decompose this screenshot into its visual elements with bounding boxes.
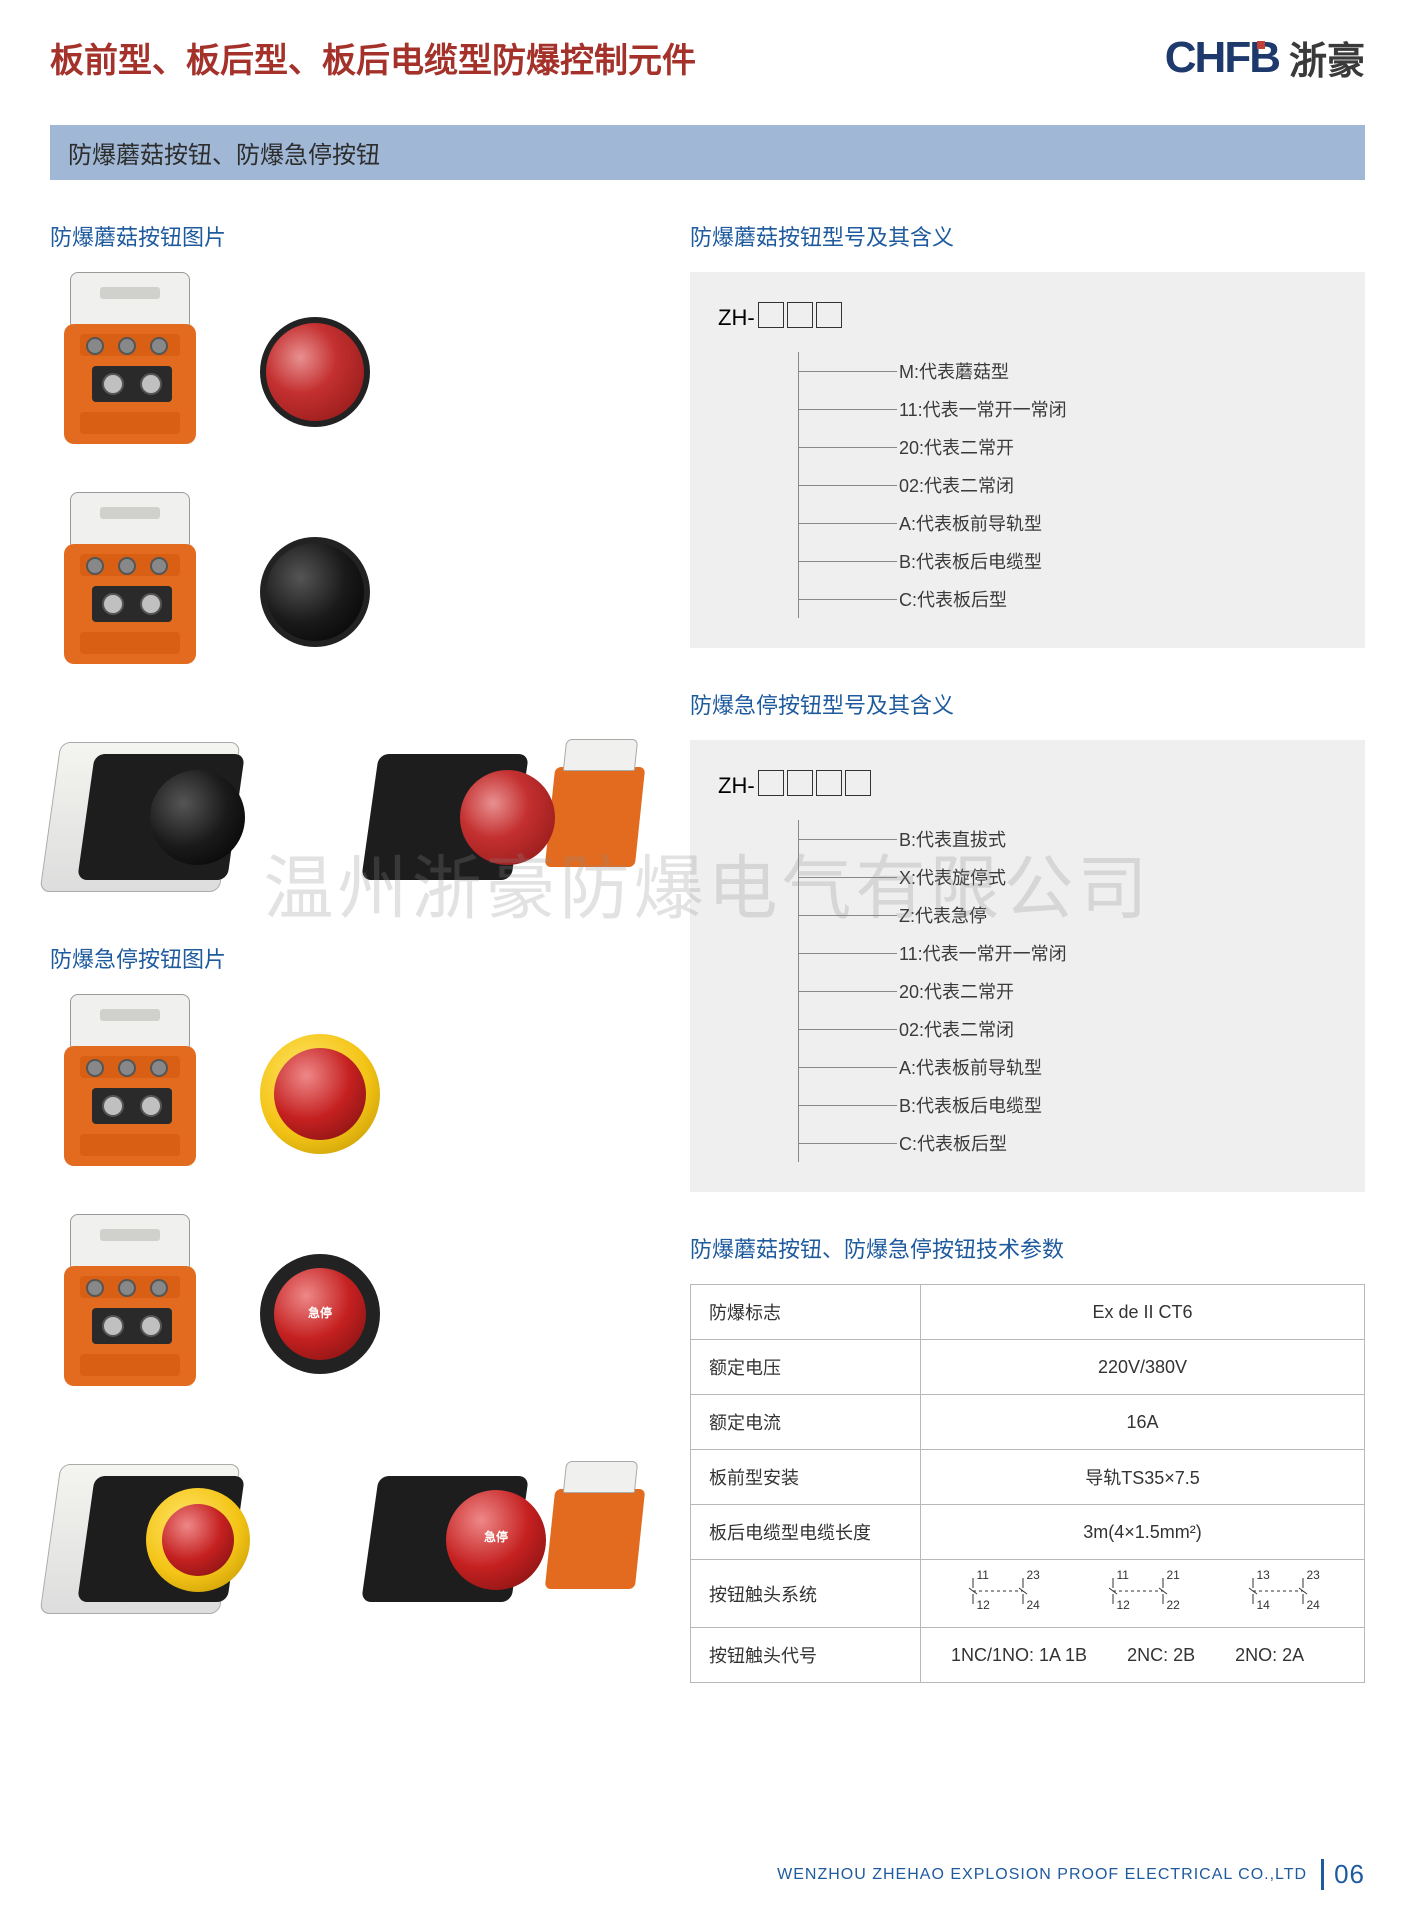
model-line-item: 02:代表二常闭 [899,1010,1337,1048]
model1-diagram: ZH- M:代表蘑菇型11:代表一常开一常闭20:代表二常开02:代表二常闭A:… [690,272,1365,648]
model-line-item: 11:代表一常开一常闭 [899,390,1337,428]
angled-estop-black: 急停 [360,1434,640,1634]
model-line-item: B:代表板后电缆型 [899,542,1337,580]
spec-row: 板前型安装导轨TS35×7.5 [691,1450,1365,1505]
model-line-item: A:代表板前导轨型 [899,1048,1337,1086]
page-header: 板前型、板后型、板后电缆型防爆控制元件 CHFB 浙豪 [50,30,1365,85]
spec-value: 220V/380V [921,1340,1365,1395]
spec-label: 板前型安装 [691,1450,921,1505]
model1-boxes [755,302,842,334]
model2-boxes [755,770,871,802]
estop-cap-label: 急停 [260,1304,380,1321]
model2-lines: B:代表直拔式X:代表旋停式Z:代表急停11:代表一常开一常闭20:代表二常开0… [798,820,1337,1162]
model1-title: 防爆蘑菇按钮型号及其含义 [690,220,1365,252]
spec-title: 防爆蘑菇按钮、防爆急停按钮技术参数 [690,1232,1365,1264]
logo-en-text: CHFB [1165,33,1279,83]
spec-row: 额定电压220V/380V [691,1340,1365,1395]
rail-terminal-unit [50,272,230,472]
spec-label: 防爆标志 [691,1285,921,1340]
angled-estop-yellow [50,1434,330,1634]
subtitle-mushroom-images: 防爆蘑菇按钮图片 [50,220,650,252]
estop-button-red-yellow [260,1034,380,1154]
footer-page: 06 [1321,1859,1365,1890]
model2-prefix-row: ZH- [718,770,1337,802]
spec-row: 额定电流16A [691,1395,1365,1450]
estop-button-red-labeled: 急停 [260,1254,380,1374]
model-line-item: Z:代表急停 [899,896,1337,934]
spec-value: Ex de II CT6 [921,1285,1365,1340]
rail-terminal-unit [50,492,230,692]
content: 防爆蘑菇按钮图片 [50,220,1365,1683]
left-column: 防爆蘑菇按钮图片 [50,220,650,1683]
spec-label: 按钮触头代号 [691,1628,921,1683]
footer-company: WENZHOU ZHEHAO EXPLOSION PROOF ELECTRICA… [777,1866,1307,1884]
rail-terminal-unit [50,994,230,1194]
model-line-item: 11:代表一常开一常闭 [899,934,1337,972]
model-line-item: M:代表蘑菇型 [899,352,1337,390]
spec-label: 额定电流 [691,1395,921,1450]
model-line-item: C:代表板后型 [899,1124,1337,1162]
angled-mushroom-red [360,712,640,912]
spec-label: 额定电压 [691,1340,921,1395]
model-line-item: A:代表板前导轨型 [899,504,1337,542]
spec-label: 按钮触头系统 [691,1560,921,1628]
spec-value: 112312241121122213231424 [921,1560,1365,1628]
mushroom-product-grid [50,272,650,912]
model2-prefix: ZH- [718,773,755,799]
model1-prefix-row: ZH- [718,302,1337,334]
logo-cn-text: 浙豪 [1289,30,1365,85]
mushroom-button-red [260,317,370,427]
spec-row: 按钮触头代号1NC/1NO: 1A 1B 2NC: 2B 2NO: 2A [691,1628,1365,1683]
spec-label: 板后电缆型电缆长度 [691,1505,921,1560]
spec-table: 防爆标志Ex de II CT6额定电压220V/380V额定电流16A板前型安… [690,1284,1365,1683]
spec-value: 导轨TS35×7.5 [921,1450,1365,1505]
model-line-item: X:代表旋停式 [899,858,1337,896]
spec-value: 1NC/1NO: 1A 1B 2NC: 2B 2NO: 2A [921,1628,1365,1683]
estop-product-grid: 急停 急停 [50,994,650,1634]
model1-prefix: ZH- [718,305,755,331]
spec-value: 3m(4×1.5mm²) [921,1505,1365,1560]
spec-row: 板后电缆型电缆长度3m(4×1.5mm²) [691,1505,1365,1560]
subtitle-estop-images: 防爆急停按钮图片 [50,942,650,974]
logo: CHFB 浙豪 [1165,30,1365,85]
model-line-item: B:代表直拔式 [899,820,1337,858]
model-line-item: C:代表板后型 [899,580,1337,618]
estop-cap-label: 急停 [446,1528,546,1545]
spec-row: 按钮触头系统112312241121122213231424 [691,1560,1365,1628]
model-line-item: B:代表板后电缆型 [899,1086,1337,1124]
model1-lines: M:代表蘑菇型11:代表一常开一常闭20:代表二常开02:代表二常闭A:代表板前… [798,352,1337,618]
main-title: 板前型、板后型、板后电缆型防爆控制元件 [50,33,696,82]
right-column: 防爆蘑菇按钮型号及其含义 ZH- M:代表蘑菇型11:代表一常开一常闭20:代表… [690,220,1365,1683]
section-bar: 防爆蘑菇按钮、防爆急停按钮 [50,125,1365,180]
model-line-item: 02:代表二常闭 [899,466,1337,504]
model2-title: 防爆急停按钮型号及其含义 [690,688,1365,720]
spec-row: 防爆标志Ex de II CT6 [691,1285,1365,1340]
model2-diagram: ZH- B:代表直拔式X:代表旋停式Z:代表急停11:代表一常开一常闭20:代表… [690,740,1365,1192]
model-line-item: 20:代表二常开 [899,972,1337,1010]
angled-mushroom-black [50,712,330,912]
spec-value: 16A [921,1395,1365,1450]
model-line-item: 20:代表二常开 [899,428,1337,466]
mushroom-button-black [260,537,370,647]
footer: WENZHOU ZHEHAO EXPLOSION PROOF ELECTRICA… [777,1859,1365,1890]
rail-terminal-unit [50,1214,230,1414]
